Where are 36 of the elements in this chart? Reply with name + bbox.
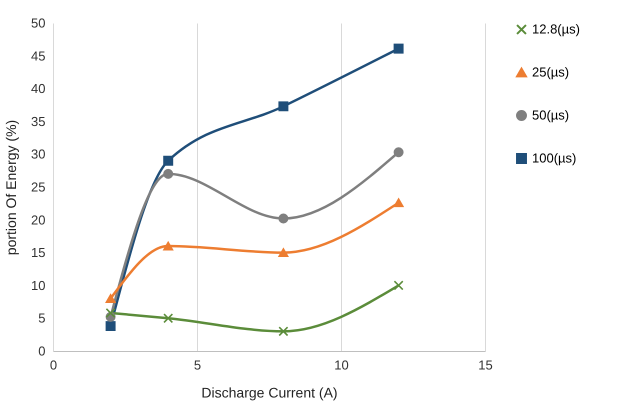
- y-tick-label: 20: [31, 212, 46, 228]
- point: [394, 147, 404, 158]
- point: [163, 168, 174, 179]
- x-tick-label: 5: [194, 358, 202, 372]
- x-tick-label: 15: [478, 358, 493, 372]
- point: [278, 214, 288, 224]
- x-tick-label: 10: [334, 358, 349, 372]
- y-tick-label: 40: [31, 81, 46, 96]
- y-tick-label: 25: [31, 180, 46, 194]
- y-tick-label: 0: [38, 344, 46, 358]
- point: [163, 242, 174, 250]
- legend-label: 50(µs): [532, 108, 570, 122]
- point: [106, 294, 116, 303]
- legend-label: 25(µs): [532, 64, 570, 80]
- point: [394, 280, 404, 290]
- x-axis-title: Discharge Current (A): [201, 384, 338, 400]
- y-tick-label: 15: [31, 245, 46, 260]
- y-tick-label: 45: [31, 48, 46, 64]
- y-tick-label: 30: [31, 146, 46, 162]
- x-tick-label: 0: [50, 358, 58, 372]
- y-axis-title: portion Of Energy (%): [3, 120, 20, 256]
- point: [394, 198, 404, 208]
- legend-label: 12.8(µs): [532, 22, 580, 36]
- point: [163, 313, 174, 324]
- point: [278, 326, 288, 336]
- point: [278, 248, 288, 258]
- point: [106, 321, 116, 332]
- legend-label: 100(µs): [532, 150, 576, 166]
- point: [394, 44, 404, 54]
- y-tick-label: 5: [38, 310, 46, 326]
- point: [106, 308, 116, 318]
- y-tick-label: 35: [31, 114, 46, 129]
- y-tick-label: 50: [31, 16, 46, 30]
- y-tick-label: 10: [31, 278, 46, 293]
- point: [163, 156, 174, 166]
- point: [278, 101, 288, 112]
